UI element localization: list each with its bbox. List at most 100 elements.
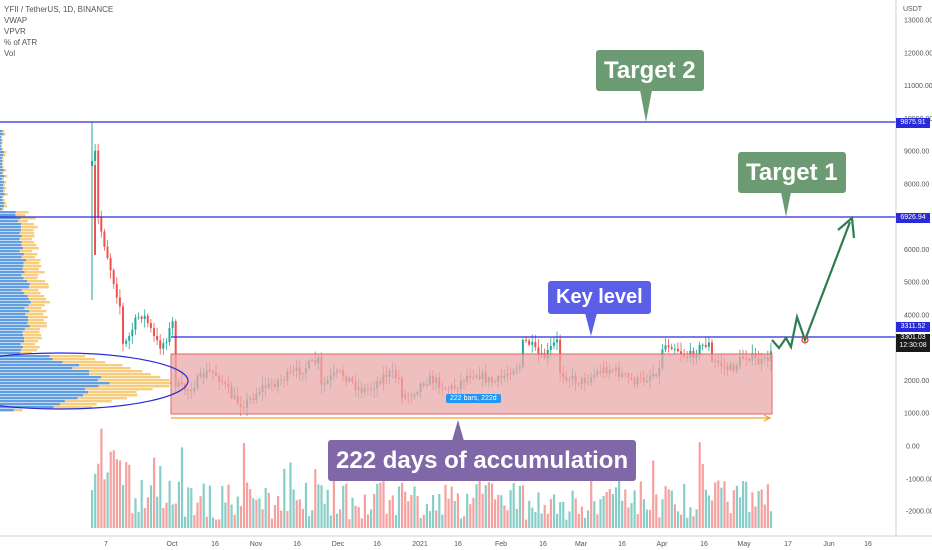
volume-bar [339,509,342,528]
volume-bar [738,497,742,528]
volume-bar [323,503,326,528]
volume-bar [720,487,723,528]
indicator-axis[interactable]: 0.00 -1000.00 -2000.00 [906,444,932,516]
price-tick-label: 11000.00 [904,83,932,90]
indicator-tick-label: -2000.00 [906,509,932,516]
volume-profile-row [21,235,35,238]
volume-bar [168,480,171,528]
accumulation-range[interactable] [170,353,773,415]
candle-body [118,297,121,307]
volume-bar [273,504,277,528]
volume-profile-row [0,238,20,241]
target-1-callout[interactable]: Target 1 [738,152,846,193]
volume-profile-row [21,256,36,259]
price-tick-label: 13000.00 [904,18,932,25]
date-tick-label: 16 [373,541,381,548]
date-tick-label: 16 [864,541,872,548]
candle-body [97,150,100,218]
volume-profile-row [0,316,29,319]
volume-profile-row [0,220,19,223]
volume-bar [521,485,525,528]
volume-profile-row [19,232,35,235]
volume-bar [652,460,655,528]
date-tick-label: 16 [293,541,301,548]
indicator-vpvr[interactable]: VPVR [4,27,26,36]
volume-bar [311,510,314,528]
accumulation-callout[interactable]: 222 days of accumulation [328,440,637,481]
volume-bar [255,499,258,528]
volume-profile-row [0,319,29,322]
volume-bar [146,497,149,528]
volume-bar [211,517,215,528]
projection-path[interactable] [771,221,852,351]
volume-profile-row [62,361,106,364]
volume-profile-row [0,325,30,328]
volume-bar [680,514,683,528]
candle-body [707,342,710,347]
volume-profile-row [29,310,47,313]
volume-bar [258,498,261,528]
volume-profile-row [0,232,20,235]
volume-profile-row [23,265,42,268]
volume-bar [552,494,556,528]
volume-bar [453,501,456,528]
volume-profile-row [3,181,7,184]
indicator-atr[interactable]: % of ATR [4,38,38,47]
volume-bar [438,493,441,528]
indicator-tick-label: -1000.00 [906,477,932,484]
volume-bar [295,500,298,528]
volume-profile-row [29,286,49,289]
volume-bar [376,483,379,528]
target-2-callout[interactable]: Target 2 [596,50,704,91]
date-tick-label: May [737,541,751,548]
volume-bar [401,482,404,528]
volume-profile-row [27,280,46,283]
volume-profile-row [22,268,39,271]
volume-bar [494,499,497,528]
candle-body [106,246,109,259]
volume-profile-row [0,133,4,136]
volume-bar [354,505,357,528]
target-1-pointer [781,192,791,217]
indicator-vol[interactable]: Vol [4,49,16,58]
candle-body [667,345,670,348]
date-axis[interactable]: 7 Oct 16 Nov 16 Dec 16 2021 16 Feb 16 Mar 16 Apr 16 May… [104,541,872,548]
volume-bar [143,508,146,528]
candle-body [94,165,96,255]
volume-bar [490,483,494,528]
volume-profile-row [0,145,2,148]
range-measure-badge[interactable]: 222 bars, 222d [446,394,501,403]
volume-profile-row [3,205,7,208]
symbol-title[interactable]: YFII / TetherUS, 1D, BINANCE [4,5,114,14]
volume-bar [506,510,509,528]
volume-bar [286,510,289,528]
volume-bar [605,492,608,528]
volume-bar [549,499,552,528]
date-tick-label: 16 [618,541,626,548]
volume-profile-row [0,388,85,391]
volume-bar [410,494,413,528]
volume-profile-row [0,229,22,232]
volume-bar [500,495,503,528]
volume-profile-row [0,385,99,388]
volume-bar [345,483,348,528]
indicator-vwap[interactable]: VWAP [4,16,28,25]
indicator-tick-label: 0.00 [906,444,920,451]
volume-bar [580,506,583,528]
volume-bar [156,496,159,528]
volume-bar [277,495,280,528]
volume-profile-row [2,208,4,211]
volume-profile-row [0,367,73,370]
volume-profile-row [13,409,23,412]
volume-profile-row [0,403,61,406]
volume-profile-row [0,301,31,304]
volume-bar [590,441,593,528]
key-level-callout[interactable]: Key level [548,281,651,314]
volume-profile-row [2,163,4,166]
volume-profile-row [97,379,170,382]
volume-bar [525,519,528,528]
volume-profile-row [0,253,24,256]
volume-bar [221,485,224,528]
